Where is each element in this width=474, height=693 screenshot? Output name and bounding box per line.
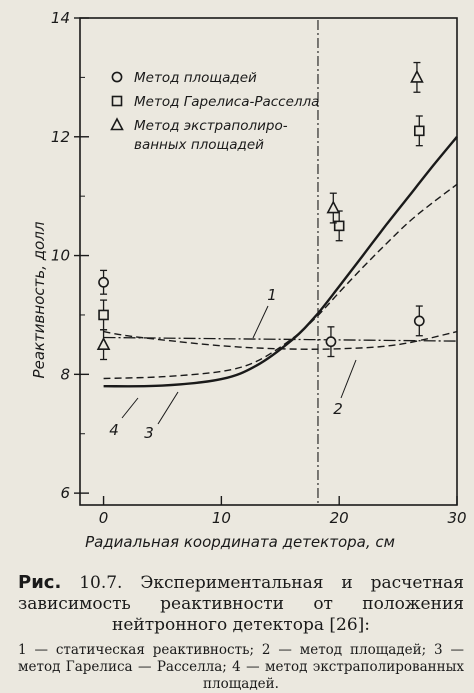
y-axis-label: Реактивность, долл <box>30 221 48 378</box>
legend: Метод площадей Метод Гарелиса-Расселла Мет… <box>110 70 319 153</box>
legend-label-square: Метод Гарелиса-Расселла <box>134 94 319 110</box>
x-tick-label-20: 20 <box>330 509 349 527</box>
y-tick-label-8: 8 <box>60 365 70 383</box>
curve-1 <box>103 336 458 342</box>
point-triangle-8 <box>410 69 424 83</box>
caption-title: Рис. 10.7. Экспериментальная и расчетная… <box>18 572 464 636</box>
curve-4 <box>103 136 458 388</box>
point-square-4 <box>333 220 345 232</box>
x-tick-label-10: 10 <box>212 509 231 527</box>
x-tick-label-0: 0 <box>99 509 109 527</box>
y-tick-label-10: 10 <box>51 247 70 265</box>
curve-labels: 1 2 3 4 <box>109 286 357 442</box>
y-tick-label-14: 14 <box>51 9 70 27</box>
caption-notes: 1 — статическая реактивность; 2 — метод … <box>18 642 464 692</box>
data-points <box>96 61 425 361</box>
curve-3 <box>103 183 458 380</box>
point-square-5 <box>413 125 425 137</box>
plot-frame <box>79 17 458 506</box>
curve-4-label: 4 <box>109 421 119 439</box>
legend-marker-circle <box>111 71 123 83</box>
curve-2 <box>103 330 458 350</box>
point-triangle-7 <box>326 200 341 214</box>
caption-lead: Рис. <box>18 572 62 593</box>
point-circle-2 <box>413 315 425 327</box>
curves <box>103 136 458 388</box>
point-square-3 <box>98 309 109 321</box>
curve-3-label: 3 <box>144 424 154 442</box>
x-axis-label: Радиальная координата детектора, см <box>85 533 395 551</box>
y-tick-label-12: 12 <box>51 128 70 146</box>
curve-1-leader <box>252 305 269 339</box>
caption-title-text: 10.7. Экспериментальная и расчетная зави… <box>18 573 465 635</box>
legend-label-circle: Метод площадей <box>134 70 257 86</box>
legend-marker-square <box>111 95 123 107</box>
point-triangle-6 <box>96 336 111 350</box>
curve-2-leader <box>340 359 357 399</box>
x-tick-label-30: 30 <box>447 509 466 527</box>
legend-label-triangle: Метод экстраполиро- <box>134 118 288 134</box>
point-circle-0 <box>98 276 109 288</box>
curve-4-leader <box>121 397 139 419</box>
legend-label-triangle-cont: ванных площадей <box>134 137 264 153</box>
figure-caption: Рис. 10.7. Экспериментальная и расчетная… <box>18 572 464 693</box>
y-tick-label-6: 6 <box>60 484 70 502</box>
curve-1-label: 1 <box>267 286 277 304</box>
curve-2-label: 2 <box>333 400 343 418</box>
plot-border <box>79 17 458 506</box>
point-circle-1 <box>325 336 337 348</box>
legend-marker-triangle <box>110 117 124 131</box>
curve-3-leader <box>157 391 179 425</box>
